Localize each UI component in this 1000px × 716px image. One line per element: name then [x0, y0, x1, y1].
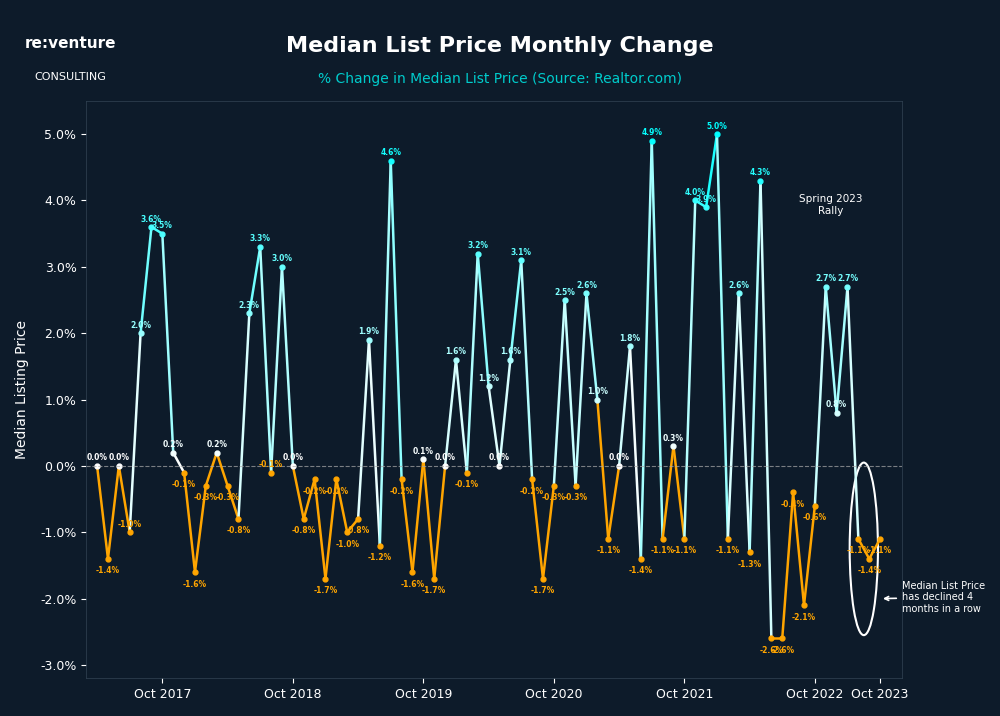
Text: -1.6%: -1.6% [400, 579, 425, 589]
Text: 1.9%: 1.9% [358, 327, 379, 337]
Text: -0.2%: -0.2% [303, 487, 327, 495]
Text: 5.0%: 5.0% [707, 122, 727, 130]
Y-axis label: Median Listing Price: Median Listing Price [15, 320, 29, 459]
Text: -1.2%: -1.2% [368, 553, 392, 562]
Text: -1.0%: -1.0% [118, 520, 142, 529]
Text: 3.2%: 3.2% [467, 241, 488, 250]
Text: -2.1%: -2.1% [792, 613, 816, 621]
Text: -1.0%: -1.0% [335, 540, 359, 548]
Text: -0.3%: -0.3% [564, 493, 588, 502]
Text: -1.1%: -1.1% [651, 546, 675, 556]
Text: -0.1%: -0.1% [172, 480, 196, 489]
Text: -0.2%: -0.2% [390, 487, 414, 495]
Text: 3.5%: 3.5% [152, 221, 173, 230]
Text: -1.1%: -1.1% [596, 546, 620, 556]
Text: -1.1%: -1.1% [716, 546, 740, 556]
Text: -2.6%: -2.6% [770, 646, 794, 655]
Text: Median List Price Monthly Change: Median List Price Monthly Change [286, 36, 714, 56]
Text: -0.3%: -0.3% [194, 493, 218, 502]
Text: 3.6%: 3.6% [141, 215, 162, 223]
Text: -0.2%: -0.2% [324, 487, 348, 495]
Text: -0.2%: -0.2% [520, 487, 544, 495]
Text: -0.1%: -0.1% [259, 460, 283, 469]
Text: 3.9%: 3.9% [696, 195, 717, 203]
Text: 1.2%: 1.2% [478, 374, 499, 383]
Text: 1.8%: 1.8% [619, 334, 641, 343]
Text: 4.0%: 4.0% [685, 188, 706, 197]
Text: -1.3%: -1.3% [738, 560, 762, 569]
Text: 0.0%: 0.0% [489, 453, 510, 463]
Text: Median List Price
has declined 4
months in a row: Median List Price has declined 4 months … [885, 581, 985, 614]
Text: -0.8%: -0.8% [292, 526, 316, 536]
Text: -0.8%: -0.8% [346, 526, 370, 536]
Text: 2.3%: 2.3% [239, 301, 260, 310]
Text: 2.6%: 2.6% [576, 281, 597, 290]
Text: -2.6%: -2.6% [759, 646, 783, 655]
Text: -0.3%: -0.3% [542, 493, 566, 502]
Text: 1.6%: 1.6% [500, 347, 521, 357]
Text: -1.7%: -1.7% [422, 586, 446, 595]
Text: 2.0%: 2.0% [130, 321, 151, 330]
Text: 4.6%: 4.6% [380, 148, 401, 158]
Text: 1.0%: 1.0% [587, 387, 608, 396]
Text: re:venture: re:venture [24, 36, 116, 51]
Text: 0.0%: 0.0% [87, 453, 108, 463]
Text: 0.1%: 0.1% [413, 447, 434, 456]
Text: 0.8%: 0.8% [826, 400, 847, 410]
Text: -1.4%: -1.4% [629, 566, 653, 575]
Text: 4.9%: 4.9% [641, 128, 662, 137]
Text: 2.5%: 2.5% [554, 288, 575, 296]
Text: -1.7%: -1.7% [313, 586, 338, 595]
Text: -1.1%: -1.1% [672, 546, 696, 556]
Text: -1.6%: -1.6% [183, 579, 207, 589]
Text: % Change in Median List Price (Source: Realtor.com): % Change in Median List Price (Source: R… [318, 72, 682, 86]
Text: 3.0%: 3.0% [271, 254, 292, 263]
Text: 1.6%: 1.6% [445, 347, 466, 357]
Text: CONSULTING: CONSULTING [34, 72, 106, 82]
Text: Spring 2023
Rally: Spring 2023 Rally [799, 194, 863, 216]
Text: -0.3%: -0.3% [216, 493, 240, 502]
Text: 0.0%: 0.0% [108, 453, 129, 463]
Text: 0.3%: 0.3% [663, 434, 684, 442]
Text: 2.7%: 2.7% [837, 274, 858, 284]
Text: -0.8%: -0.8% [226, 526, 251, 536]
Text: -0.4%: -0.4% [781, 500, 805, 509]
Text: -1.7%: -1.7% [531, 586, 555, 595]
Text: 3.3%: 3.3% [250, 234, 271, 243]
Text: 0.2%: 0.2% [163, 440, 184, 449]
Text: 2.6%: 2.6% [728, 281, 749, 290]
Text: -0.6%: -0.6% [803, 513, 827, 522]
Text: -1.4%: -1.4% [857, 566, 881, 575]
Text: 2.7%: 2.7% [815, 274, 836, 284]
Text: -1.1%: -1.1% [846, 546, 870, 556]
Text: -1.4%: -1.4% [96, 566, 120, 575]
Text: 0.0%: 0.0% [435, 453, 456, 463]
Text: 0.2%: 0.2% [206, 440, 227, 449]
Text: 4.3%: 4.3% [750, 168, 771, 177]
Text: 3.1%: 3.1% [511, 248, 532, 257]
Text: -1.1%: -1.1% [868, 546, 892, 556]
Text: -0.1%: -0.1% [455, 480, 479, 489]
Text: 0.0%: 0.0% [282, 453, 303, 463]
Text: 0.0%: 0.0% [609, 453, 630, 463]
